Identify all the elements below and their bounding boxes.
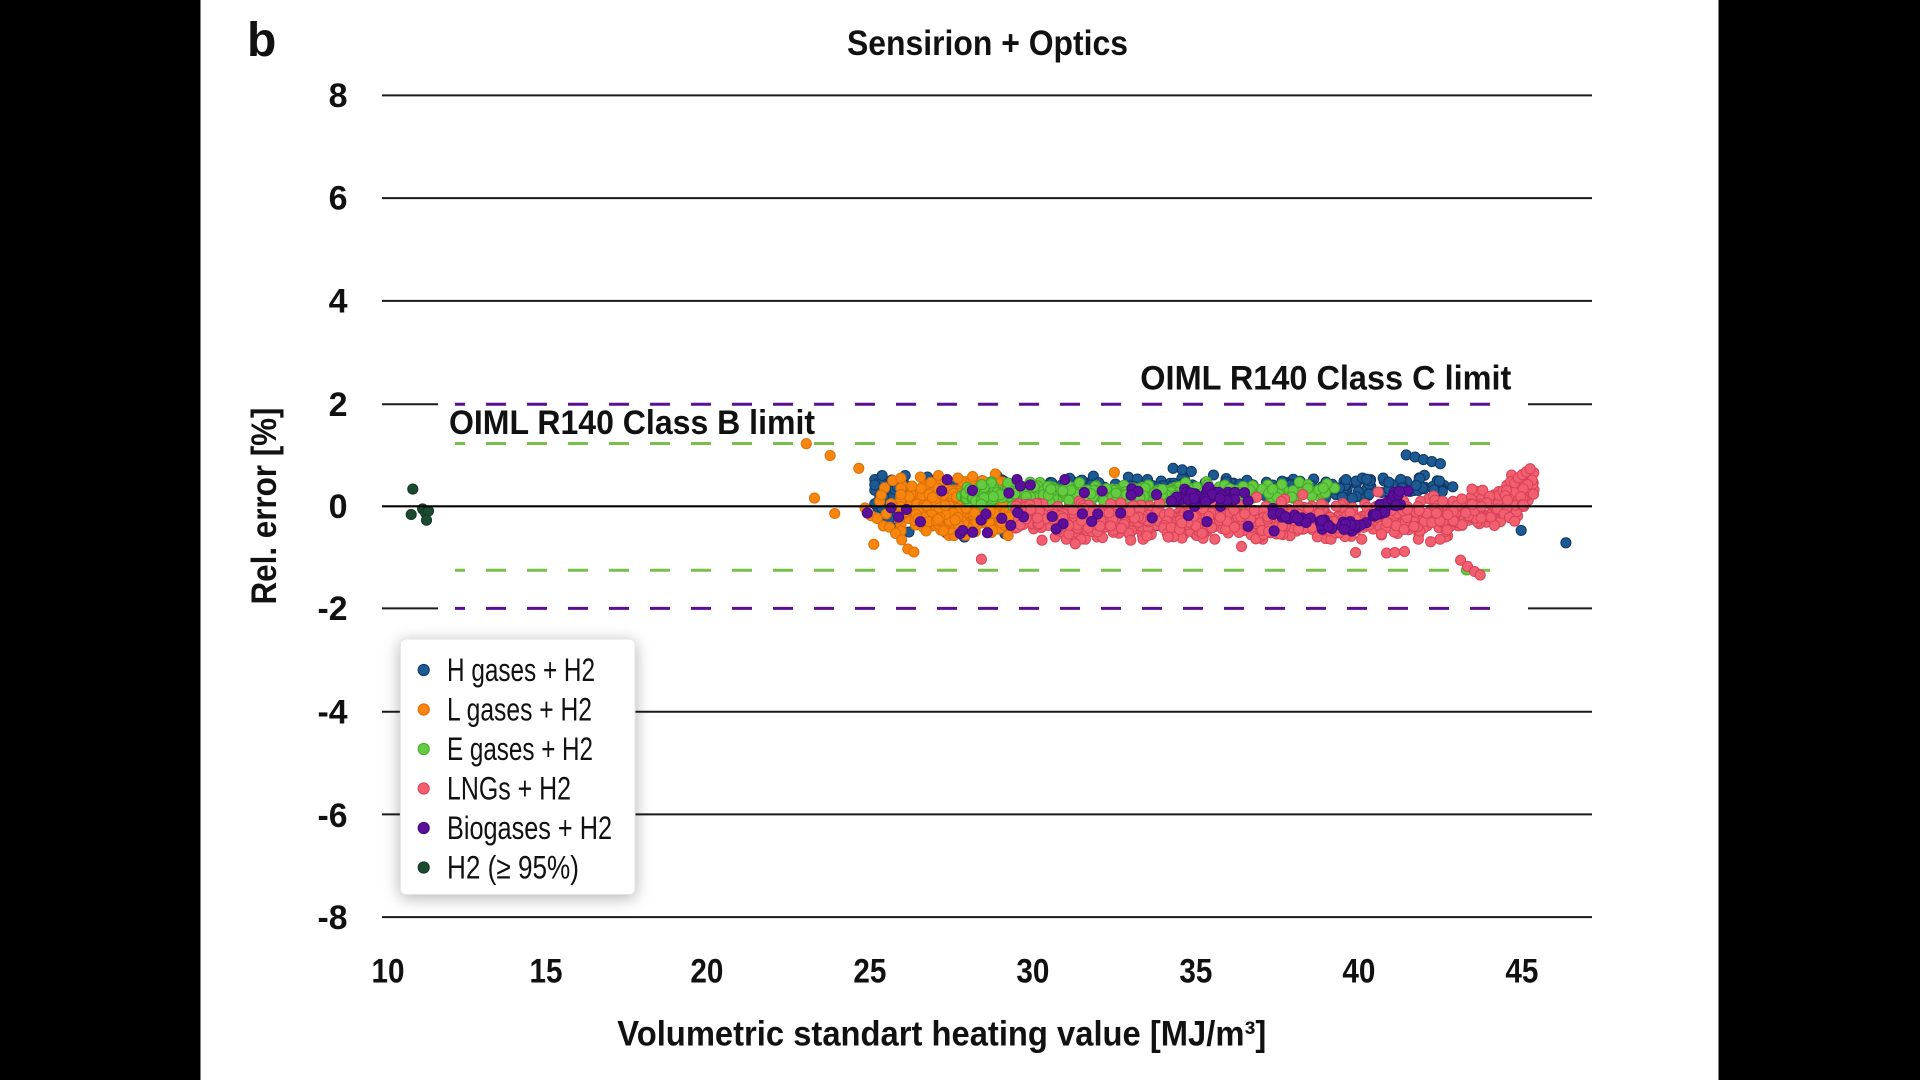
svg-text:H gases + H2: H gases + H2 xyxy=(447,652,595,688)
svg-text:0: 0 xyxy=(329,488,348,526)
svg-text:10: 10 xyxy=(372,953,405,991)
svg-text:OIML R140 Class B limit: OIML R140 Class B limit xyxy=(449,404,815,442)
svg-text:20: 20 xyxy=(690,953,723,991)
svg-text:Biogases + H2: Biogases + H2 xyxy=(447,810,612,846)
svg-text:4: 4 xyxy=(329,283,348,321)
svg-text:b: b xyxy=(247,14,276,67)
svg-text:35: 35 xyxy=(1179,953,1212,991)
svg-text:-8: -8 xyxy=(318,899,348,937)
svg-text:Volumetric standart heating va: Volumetric standart heating value [MJ/m³… xyxy=(617,1015,1266,1054)
svg-text:Sensirion + Optics: Sensirion + Optics xyxy=(847,24,1128,63)
svg-text:-6: -6 xyxy=(318,797,348,835)
svg-text:-4: -4 xyxy=(318,693,348,731)
svg-text:8: 8 xyxy=(329,77,348,115)
svg-text:6: 6 xyxy=(329,180,348,218)
svg-text:L gases + H2: L gases + H2 xyxy=(447,692,592,728)
svg-text:H2 (≥ 95%): H2 (≥ 95%) xyxy=(447,850,579,886)
svg-text:25: 25 xyxy=(853,953,886,991)
svg-text:Rel. error [%]: Rel. error [%] xyxy=(245,408,284,605)
svg-text:45: 45 xyxy=(1505,953,1538,991)
svg-text:OIML R140 Class C limit: OIML R140 Class C limit xyxy=(1140,360,1511,398)
svg-text:E gases + H2: E gases + H2 xyxy=(447,731,593,767)
svg-text:40: 40 xyxy=(1342,953,1375,991)
svg-text:2: 2 xyxy=(329,386,348,424)
svg-text:LNGs + H2: LNGs + H2 xyxy=(447,771,571,807)
svg-text:30: 30 xyxy=(1016,953,1049,991)
svg-text:15: 15 xyxy=(530,953,563,991)
svg-text:-2: -2 xyxy=(318,590,348,628)
